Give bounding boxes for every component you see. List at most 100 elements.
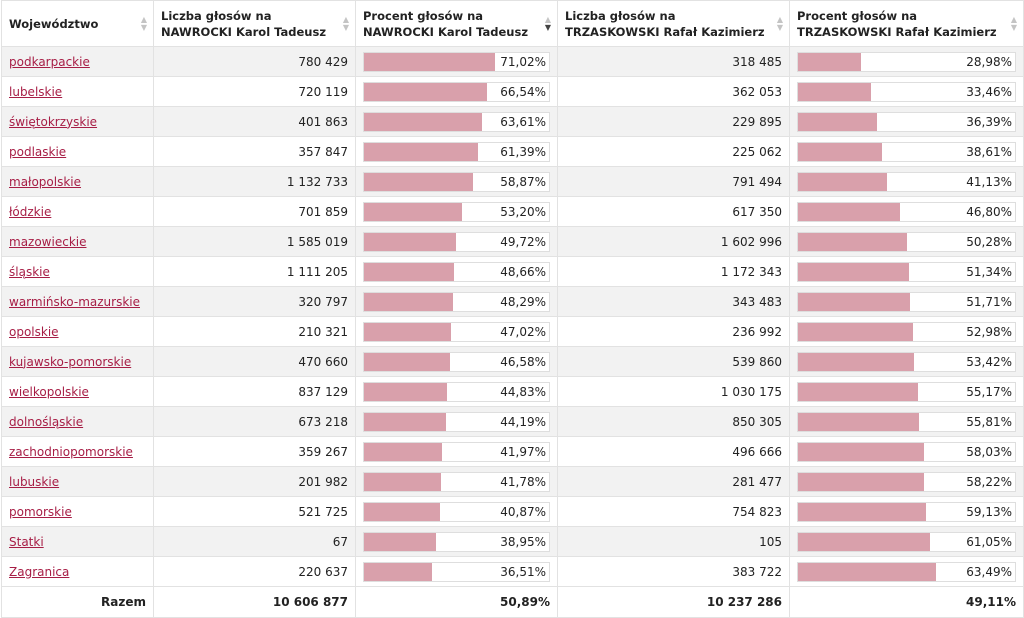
trzaskowski-percent-cell: 28,98%: [789, 46, 1024, 77]
percent-bar-fill: [798, 262, 910, 281]
percent-bar: 55,17%: [797, 381, 1016, 402]
table-row: zachodniopomorskie 359 267 41,97% 496 666 58…: [1, 436, 1024, 467]
region-cell: małopolskie: [1, 166, 154, 197]
region-link[interactable]: małopolskie: [9, 174, 82, 189]
nawrocki-votes-cell: 67: [153, 526, 356, 557]
percent-label: 41,13%: [966, 174, 1012, 189]
percent-label: 55,81%: [966, 414, 1012, 429]
region-cell: Zagranica: [1, 556, 154, 587]
region-link[interactable]: podlaskie: [9, 144, 67, 159]
region-link[interactable]: opolskie: [9, 324, 59, 339]
region-cell: świętokrzyskie: [1, 106, 154, 137]
percent-label: 36,39%: [966, 114, 1012, 129]
header-wojewodztwo[interactable]: Województwo ▲ ▼: [1, 0, 154, 47]
region-link[interactable]: łódzkie: [9, 204, 52, 219]
trzaskowski-percent-cell: 36,39%: [789, 106, 1024, 137]
region-link[interactable]: wielkopolskie: [9, 384, 89, 399]
percent-bar-fill: [798, 502, 927, 521]
nawrocki-percent-cell: 71,02%: [355, 46, 558, 77]
trzaskowski-votes-cell: 105: [557, 526, 790, 557]
percent-bar: 71,02%: [363, 51, 550, 72]
trzaskowski-votes-cell: 617 350: [557, 196, 790, 227]
header-label: Procent głosów na: [363, 8, 484, 23]
region-link[interactable]: lubuskie: [9, 474, 60, 489]
nawrocki-votes-cell: 357 847: [153, 136, 356, 167]
percent-bar-fill: [798, 292, 911, 311]
region-cell: lubuskie: [1, 466, 154, 497]
header-nawrocki-percent[interactable]: Procent głosów na NAWROCKI Karol Tadeusz…: [355, 0, 558, 47]
header-trzaskowski-percent[interactable]: Procent głosów na TRZASKOWSKI Rafał Kazi…: [789, 0, 1024, 47]
totals-nawrocki-percent: 50,89%: [355, 586, 558, 618]
region-link[interactable]: kujawsko-pomorskie: [9, 354, 132, 369]
nawrocki-percent-cell: 58,87%: [355, 166, 558, 197]
header-trzaskowski-votes[interactable]: Liczba głosów na TRZASKOWSKI Rafał Kazim…: [557, 0, 790, 47]
nawrocki-votes-cell: 201 982: [153, 466, 356, 497]
trzaskowski-percent-cell: 52,98%: [789, 316, 1024, 347]
nawrocki-votes-cell: 220 637: [153, 556, 356, 587]
percent-bar: 61,39%: [363, 141, 550, 162]
region-link[interactable]: pomorskie: [9, 504, 72, 519]
trzaskowski-percent-cell: 53,42%: [789, 346, 1024, 377]
totals-label: Razem: [1, 586, 154, 618]
percent-bar-fill: [798, 172, 888, 191]
region-link[interactable]: warmińsko-mazurskie: [9, 294, 140, 309]
percent-bar-fill: [364, 562, 432, 581]
region-link[interactable]: dolnośląskie: [9, 414, 84, 429]
percent-label: 58,03%: [966, 444, 1012, 459]
region-link[interactable]: podkarpackie: [9, 54, 90, 69]
percent-bar-fill: [798, 232, 908, 251]
region-link[interactable]: Zagranica: [9, 564, 70, 579]
percent-bar: 59,13%: [797, 501, 1016, 522]
percent-bar: 44,83%: [363, 381, 550, 402]
trzaskowski-percent-cell: 41,13%: [789, 166, 1024, 197]
trzaskowski-percent-cell: 51,71%: [789, 286, 1024, 317]
region-link[interactable]: Statki: [9, 534, 44, 549]
region-cell: podkarpackie: [1, 46, 154, 77]
trzaskowski-votes-cell: 362 053: [557, 76, 790, 107]
percent-bar: 66,54%: [363, 81, 550, 102]
percent-bar: 41,78%: [363, 471, 550, 492]
percent-label: 51,34%: [966, 264, 1012, 279]
table-row: lubelskie 720 119 66,54% 362 053 33,46%: [1, 76, 1024, 107]
percent-bar-fill: [798, 142, 882, 161]
percent-bar-fill: [798, 412, 920, 431]
percent-bar: 61,05%: [797, 531, 1016, 552]
percent-label: 48,66%: [500, 264, 546, 279]
header-label: Województwo: [9, 16, 99, 31]
region-link[interactable]: lubelskie: [9, 84, 63, 99]
region-link[interactable]: śląskie: [9, 264, 50, 279]
percent-label: 44,83%: [500, 384, 546, 399]
region-link[interactable]: zachodniopomorskie: [9, 444, 133, 459]
percent-label: 58,22%: [966, 474, 1012, 489]
percent-bar-fill: [364, 412, 446, 431]
table-row: mazowieckie 1 585 019 49,72% 1 602 996 50,28…: [1, 226, 1024, 257]
percent-bar: 40,87%: [363, 501, 550, 522]
header-label: Liczba głosów na: [565, 8, 676, 23]
sort-icon[interactable]: ▲ ▼: [140, 14, 147, 32]
percent-bar-fill: [364, 442, 442, 461]
trzaskowski-votes-cell: 754 823: [557, 496, 790, 527]
nawrocki-percent-cell: 36,51%: [355, 556, 558, 587]
percent-bar-fill: [798, 322, 913, 341]
percent-label: 41,97%: [500, 444, 546, 459]
trzaskowski-votes-cell: 539 860: [557, 346, 790, 377]
trzaskowski-percent-cell: 46,80%: [789, 196, 1024, 227]
percent-label: 38,61%: [966, 144, 1012, 159]
sort-descending-icon[interactable]: ▲ ▼: [544, 14, 551, 32]
region-link[interactable]: świętokrzyskie: [9, 114, 98, 129]
sort-icon[interactable]: ▲ ▼: [776, 14, 783, 32]
region-cell: lubelskie: [1, 76, 154, 107]
trzaskowski-percent-cell: 33,46%: [789, 76, 1024, 107]
region-cell: śląskie: [1, 256, 154, 287]
sort-icon[interactable]: ▲ ▼: [1010, 14, 1017, 32]
percent-bar-fill: [798, 82, 871, 101]
header-nawrocki-votes[interactable]: Liczba głosów na NAWROCKI Karol Tadeusz …: [153, 0, 356, 47]
trzaskowski-votes-cell: 1 030 175: [557, 376, 790, 407]
percent-bar: 38,61%: [797, 141, 1016, 162]
sort-icon[interactable]: ▲ ▼: [342, 14, 349, 32]
percent-bar: 58,03%: [797, 441, 1016, 462]
nawrocki-percent-cell: 41,78%: [355, 466, 558, 497]
percent-label: 52,98%: [966, 324, 1012, 339]
percent-bar-fill: [798, 112, 877, 131]
region-link[interactable]: mazowieckie: [9, 234, 87, 249]
